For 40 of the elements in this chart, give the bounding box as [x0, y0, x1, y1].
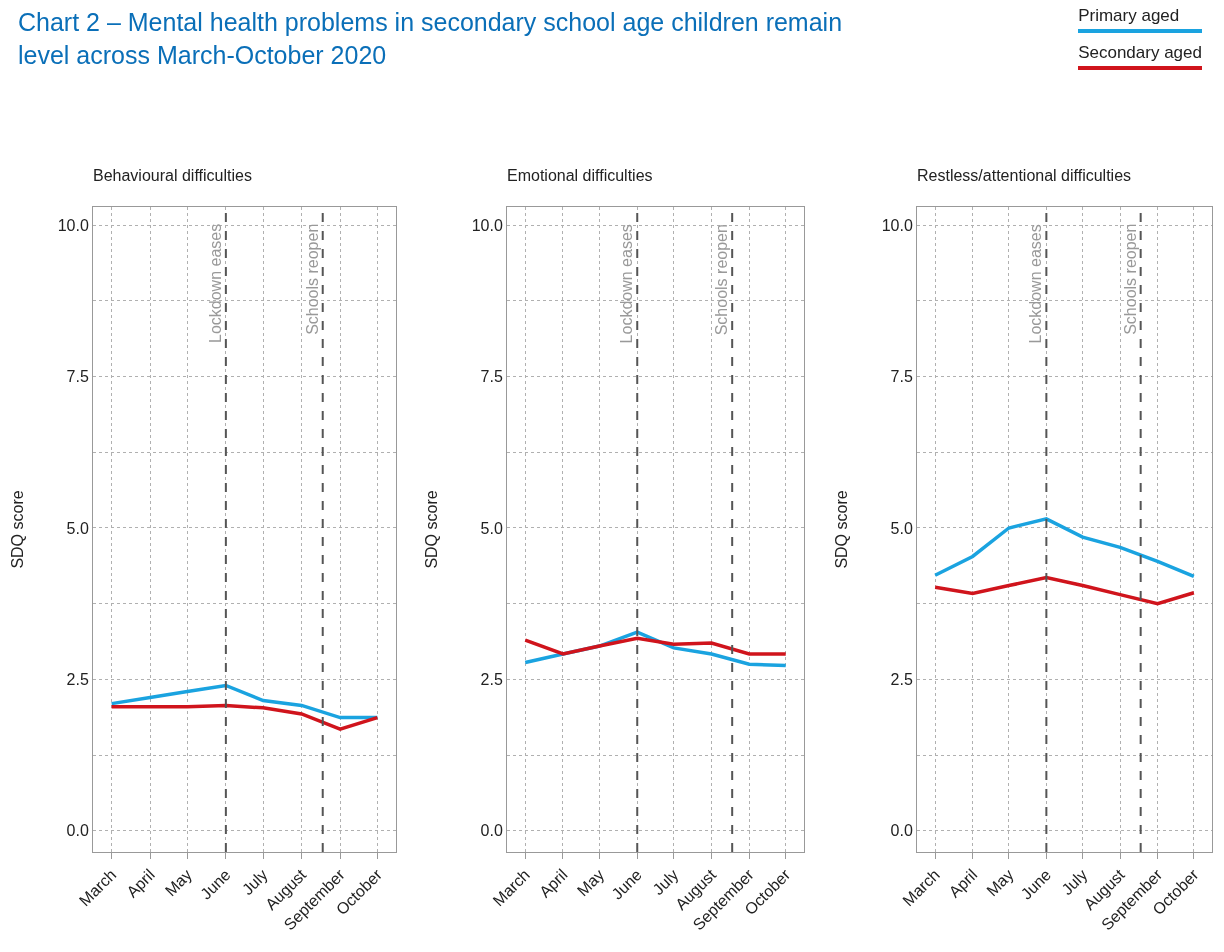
y-tick-label: 10.0 — [471, 216, 503, 234]
y-tick-label: 10.0 — [881, 216, 913, 234]
line-series — [933, 517, 1196, 579]
y-tick-label: 7.5 — [890, 368, 913, 386]
y-tick-label: 2.5 — [480, 670, 503, 688]
chart-title: Behavioural difficulties — [93, 167, 252, 185]
caption: Chart 2 – Mental health problems in secondary school age children remain level across March-October 2020 — [18, 7, 844, 71]
y-tick-label: 5.0 — [66, 519, 89, 537]
y-tick-label: 5.0 — [890, 519, 913, 537]
y-axis-title: SDQ score — [8, 490, 26, 569]
ref-line-label: Schools reopen — [1121, 223, 1139, 335]
x-tick-label: July — [1058, 865, 1091, 899]
y-tick-label: 7.5 — [480, 368, 503, 386]
x-tick-label: May — [573, 865, 608, 900]
y-tick-label: 7.5 — [66, 368, 89, 386]
line-series — [523, 636, 788, 656]
x-tick-label: July — [238, 865, 271, 899]
ref-line-label: Lockdown eases — [618, 224, 636, 344]
y-tick-label: 5.0 — [480, 519, 503, 537]
y-tick-label: 2.5 — [890, 670, 913, 688]
y-tick-label: 10.0 — [57, 216, 89, 234]
text: Secondary aged — [1078, 43, 1202, 63]
x-tick-label: May — [161, 865, 196, 900]
x-tick-label: May — [983, 865, 1017, 900]
ref-line-label: Lockdown eases — [206, 223, 224, 344]
y-axis-title: SDQ score — [422, 490, 440, 569]
x-tick-label: July — [649, 865, 682, 899]
chart-title: Restless/attentional difficulties — [917, 167, 1132, 185]
y-tick-label: 2.5 — [66, 670, 89, 688]
ref-line-label: Schools reopen — [713, 224, 731, 336]
line-series — [109, 703, 380, 731]
line-series — [933, 575, 1196, 606]
text: Primary aged — [1078, 6, 1181, 26]
y-tick-label: 0.0 — [66, 822, 89, 840]
y-tick-label: 0.0 — [480, 822, 503, 840]
y-tick-label: 0.0 — [890, 822, 913, 840]
ref-line-label: Schools reopen — [303, 223, 321, 335]
ref-line-label: Lockdown eases — [1027, 224, 1045, 344]
chart-title: Emotional difficulties — [507, 167, 653, 185]
y-axis-title: SDQ score — [832, 490, 850, 569]
